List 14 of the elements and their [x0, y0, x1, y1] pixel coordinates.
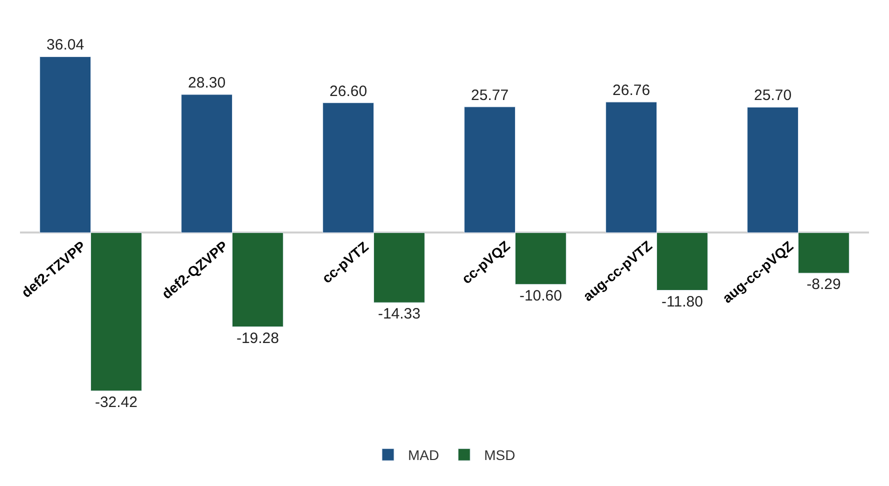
data-label: -11.80: [662, 293, 703, 310]
data-label: -8.29: [806, 276, 841, 294]
data-label: 36.04: [46, 36, 84, 54]
data-label: -10.60: [519, 287, 562, 304]
data-label: -32.42: [94, 394, 138, 411]
legend-label: MSD: [484, 447, 516, 464]
legend-label: MAD: [408, 447, 440, 464]
data-label: 28.30: [188, 74, 226, 92]
data-label: -19.28: [236, 330, 279, 347]
data-label: -14.33: [378, 306, 420, 323]
data-label: 25.70: [754, 87, 792, 104]
data-label: 25.77: [471, 86, 509, 104]
data-label: 26.60: [330, 82, 368, 100]
data-label: 26.76: [612, 82, 650, 100]
